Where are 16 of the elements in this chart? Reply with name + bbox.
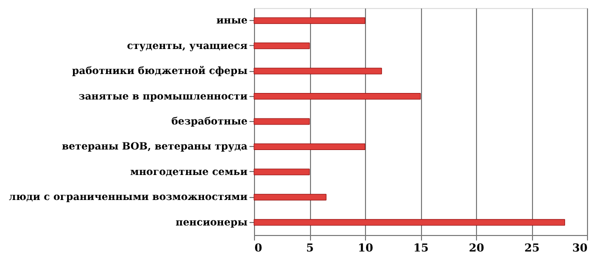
y-tick-label: люди с ограниченными возможностями <box>8 192 248 204</box>
y-tick-label: занятые в промышленности <box>78 91 248 102</box>
x-tick-label: 15 <box>413 242 429 254</box>
x-tick-label: 20 <box>468 242 484 254</box>
y-tick-label: пенсионеры <box>176 217 248 228</box>
x-tick-label: 0 <box>254 242 262 254</box>
x-tick-label: 5 <box>306 242 314 254</box>
x-tick-label: 30 <box>572 242 588 254</box>
x-tick-label: 25 <box>524 242 540 254</box>
y-tick-label: студенты, учащиеся <box>127 40 248 52</box>
x-tick-label: 10 <box>358 242 374 254</box>
y-tick-label: иные <box>216 16 248 27</box>
y-tick-label: многодетные семьи <box>130 166 248 178</box>
y-tick-label: ветераны ВОВ, ветераны труда <box>62 142 248 153</box>
y-tick-label: безработные <box>171 116 248 128</box>
y-tick-label: работники бюджетной сферы <box>72 65 248 78</box>
